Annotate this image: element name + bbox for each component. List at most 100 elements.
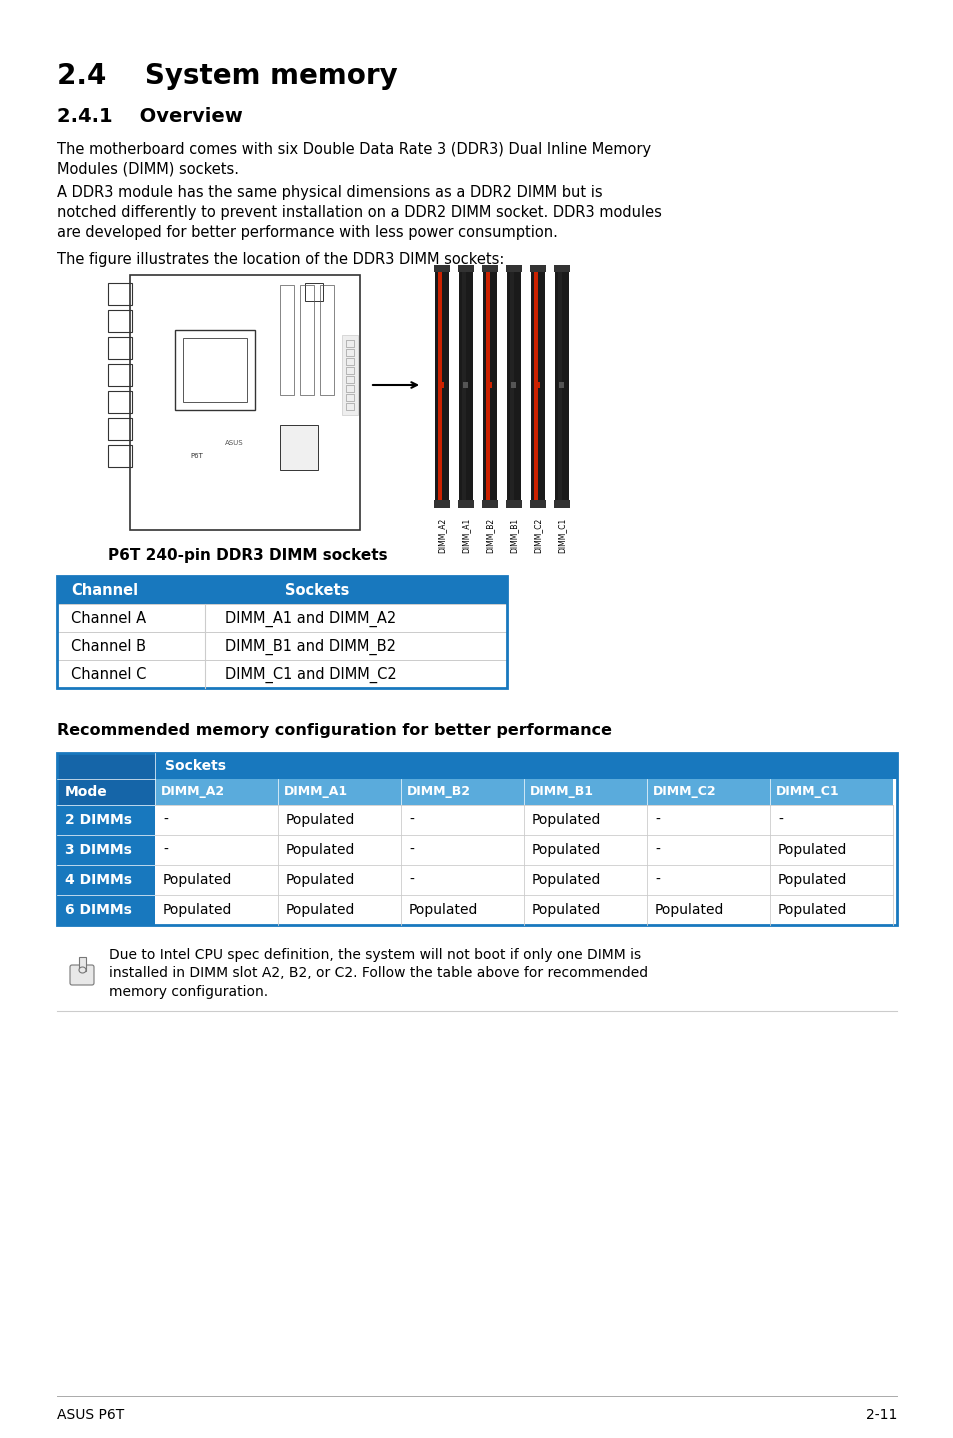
Bar: [458, 270, 473, 500]
Bar: [646, 866, 769, 894]
Bar: [57, 754, 896, 925]
Bar: [646, 779, 769, 805]
Text: DIMM_C2: DIMM_C2: [652, 785, 716, 798]
Bar: [160, 472, 319, 480]
Bar: [346, 394, 354, 401]
Text: -: -: [163, 812, 168, 827]
Bar: [400, 805, 523, 835]
Bar: [57, 631, 506, 660]
Bar: [530, 265, 545, 272]
Text: 2-11: 2-11: [864, 1408, 896, 1422]
Text: DIMM_A2: DIMM_A2: [437, 518, 446, 554]
Text: DIMM_B2: DIMM_B2: [407, 785, 471, 798]
Text: A DDR3 module has the same physical dimensions as a DDR2 DIMM but is
notched dif: A DDR3 module has the same physical dime…: [57, 186, 661, 240]
Text: Populated: Populated: [778, 873, 846, 887]
Bar: [346, 403, 354, 410]
Bar: [154, 866, 277, 894]
Bar: [506, 270, 520, 500]
Bar: [530, 500, 545, 508]
Text: DIMM_C2: DIMM_C2: [533, 518, 542, 554]
Bar: [108, 391, 132, 413]
Text: DIMM_B1 and DIMM_B2: DIMM_B1 and DIMM_B2: [225, 638, 395, 656]
Text: Populated: Populated: [163, 873, 233, 887]
Bar: [57, 604, 506, 631]
Text: DIMM_B1: DIMM_B1: [530, 785, 594, 798]
Text: 3 DIMMs: 3 DIMMs: [65, 843, 132, 857]
Text: ASUS: ASUS: [225, 440, 243, 446]
Text: -: -: [409, 812, 414, 827]
Text: Populated: Populated: [409, 903, 477, 917]
Bar: [485, 270, 490, 500]
Text: DIMM_C1: DIMM_C1: [775, 785, 839, 798]
Text: Populated: Populated: [286, 903, 355, 917]
Text: -: -: [655, 873, 659, 887]
Bar: [57, 577, 506, 687]
Bar: [555, 270, 568, 500]
Bar: [531, 270, 544, 500]
Bar: [481, 500, 497, 508]
Bar: [523, 894, 646, 925]
Bar: [346, 358, 354, 365]
Text: Populated: Populated: [778, 843, 846, 857]
Bar: [486, 383, 492, 388]
Bar: [214, 278, 254, 288]
Bar: [177, 365, 182, 375]
Bar: [523, 835, 646, 866]
Bar: [183, 338, 247, 403]
Bar: [346, 339, 354, 347]
Bar: [160, 508, 319, 518]
Bar: [108, 418, 132, 440]
Bar: [108, 336, 132, 360]
Text: Sockets: Sockets: [165, 759, 226, 774]
Bar: [280, 285, 294, 395]
Bar: [346, 349, 354, 357]
Bar: [510, 270, 514, 500]
Text: DIMM_A1 and DIMM_A2: DIMM_A1 and DIMM_A2: [225, 611, 395, 627]
Bar: [57, 577, 506, 604]
Text: Populated: Populated: [286, 873, 355, 887]
Text: Populated: Populated: [286, 812, 355, 827]
Text: Populated: Populated: [778, 903, 846, 917]
Bar: [57, 660, 506, 687]
Text: The figure illustrates the location of the DDR3 DIMM sockets:: The figure illustrates the location of t…: [57, 252, 504, 267]
Bar: [160, 489, 319, 499]
Bar: [523, 805, 646, 835]
Bar: [511, 383, 516, 388]
Bar: [319, 285, 334, 395]
Text: Populated: Populated: [286, 843, 355, 857]
Bar: [400, 894, 523, 925]
FancyBboxPatch shape: [70, 965, 94, 985]
Bar: [154, 779, 277, 805]
Text: DIMM_A1: DIMM_A1: [461, 518, 470, 554]
Bar: [280, 426, 317, 470]
Text: The motherboard comes with six Double Data Rate 3 (DDR3) Dual Inline Memory
Modu: The motherboard comes with six Double Da…: [57, 142, 651, 177]
Text: Populated: Populated: [163, 903, 233, 917]
Text: DIMM_B1: DIMM_B1: [509, 518, 518, 554]
Bar: [505, 500, 521, 508]
Bar: [346, 385, 354, 393]
Bar: [438, 383, 443, 388]
Bar: [130, 275, 359, 531]
Text: DIMM_A1: DIMM_A1: [284, 785, 348, 798]
Text: -: -: [409, 843, 414, 857]
Bar: [57, 835, 154, 866]
Bar: [646, 805, 769, 835]
Bar: [400, 835, 523, 866]
Bar: [346, 367, 354, 374]
Bar: [769, 894, 892, 925]
Bar: [277, 779, 400, 805]
Bar: [554, 265, 569, 272]
Bar: [769, 779, 892, 805]
Bar: [434, 265, 450, 272]
Bar: [505, 265, 521, 272]
Bar: [523, 779, 646, 805]
Bar: [57, 866, 154, 894]
Text: P6T: P6T: [190, 453, 203, 459]
Bar: [277, 866, 400, 894]
Bar: [108, 444, 132, 467]
Text: Populated: Populated: [655, 903, 723, 917]
Bar: [160, 436, 319, 444]
Bar: [79, 958, 86, 971]
Bar: [57, 805, 154, 835]
Text: -: -: [655, 812, 659, 827]
